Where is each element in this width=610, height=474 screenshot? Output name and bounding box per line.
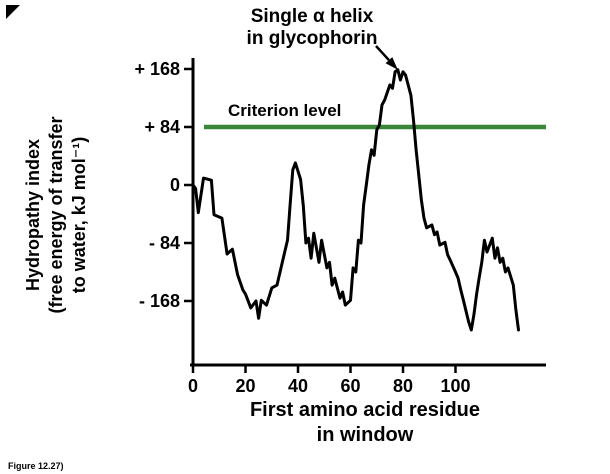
y-tick-label: - 168: [139, 291, 180, 311]
y-axis-title-line-3: to water, kJ mol⁻¹): [69, 136, 89, 294]
y-tick-label: + 168: [134, 59, 180, 79]
y-axis-title-line-1: Hydropathy index: [23, 138, 43, 292]
x-tick-label: 0: [188, 376, 198, 396]
y-tick-label: - 84: [149, 233, 180, 253]
x-tick-label: 20: [235, 376, 255, 396]
criterion-level-label: Criterion level: [228, 101, 342, 120]
x-tick-label: 100: [440, 376, 470, 396]
y-tick-label: 0: [170, 175, 180, 195]
annotation-single-alpha-helix: Single α helix in glycophorin: [212, 6, 412, 50]
x-tick-label: 40: [288, 376, 308, 396]
y-axis-title: Hydropathy index (free energy of transfe…: [22, 55, 94, 375]
annotation-arrow-shaft: [375, 45, 390, 61]
annotation-arrow-head: [385, 57, 398, 70]
x-tick-label: 60: [340, 376, 360, 396]
hydropathy-trace: [191, 68, 520, 332]
x-tick-label: 80: [393, 376, 413, 396]
y-axis-title-line-2: (free energy of transfer: [46, 116, 66, 314]
y-tick-label: + 84: [144, 117, 180, 137]
x-axis-title-line-1: First amino acid residue: [249, 399, 481, 421]
annotation-line-2: in glycophorin: [246, 28, 378, 49]
x-axis-title-line-2: in window: [316, 424, 414, 446]
figure-caption-label: Figure 12.27): [8, 461, 64, 471]
annotation-line-1: Single α helix: [250, 6, 374, 27]
page-corner-mark: [6, 5, 20, 19]
x-axis-title: First amino acid residue in window: [195, 398, 535, 448]
